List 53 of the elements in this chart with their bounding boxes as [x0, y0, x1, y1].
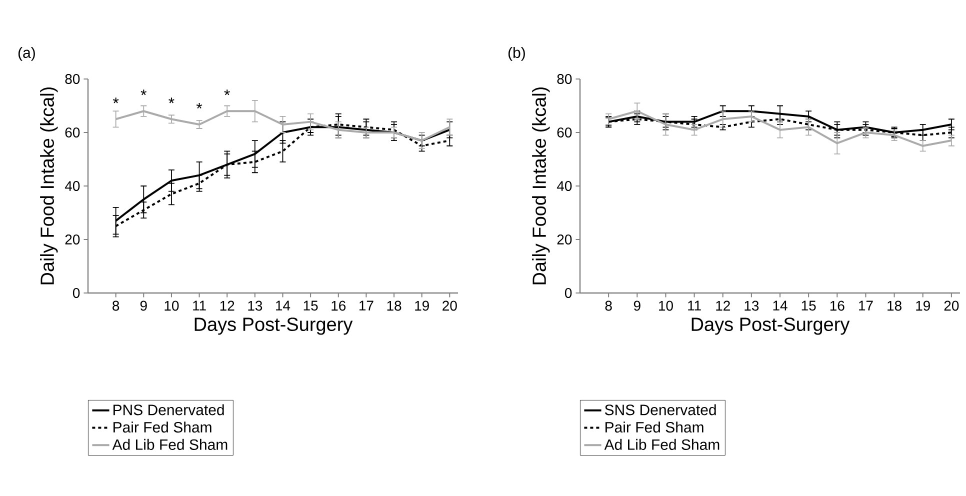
legend-label: Pair Fed Sham — [114, 422, 212, 433]
y-tick-label: 60 — [557, 128, 572, 138]
x-tick-label: 17 — [359, 300, 374, 310]
x-tick-label: 8 — [112, 300, 120, 311]
x-tick-label: 19 — [415, 300, 429, 311]
legend-label: SNS Denervated — [604, 404, 716, 416]
y-tick-label: 40 — [556, 181, 572, 191]
y-tick-label: 60 — [65, 128, 80, 138]
x-tick-label: 11 — [193, 300, 206, 310]
x-tick-label: 14 — [276, 300, 290, 310]
y-tick-label: 80 — [557, 74, 572, 84]
y-axis-title: Daily Food Intake (kcal) — [40, 87, 58, 284]
x-axis-title: Days Post-Surgery — [194, 318, 353, 335]
x-tick-label: 15 — [304, 300, 318, 311]
legend-label: Ad Lib Fed Sham — [112, 438, 228, 450]
x-tick-label: 18 — [387, 300, 402, 311]
y-tick-label: 0 — [72, 288, 80, 298]
x-tick-label: 13 — [248, 300, 262, 311]
x-tick-label: 20 — [944, 300, 959, 311]
y-tick-label: 20 — [65, 234, 80, 244]
x-tick-label: 9 — [634, 300, 640, 311]
x-tick-label: 12 — [220, 300, 234, 311]
y-axis-title: Daily Food Intake (kcal) — [532, 87, 550, 284]
legend-label: PNS Denervated — [114, 404, 224, 416]
x-tick-label: 8 — [605, 300, 612, 311]
x-tick-label: 16 — [830, 300, 844, 311]
x-tick-label: 12 — [716, 300, 730, 311]
x-tick-label: 19 — [916, 300, 930, 311]
x-tick-label: 18 — [888, 300, 902, 311]
annotation: * — [224, 90, 230, 96]
y-tick-label: 40 — [64, 181, 80, 191]
legend-label: Ad Lib Fed Sham — [604, 438, 720, 450]
legend-label: Pair Fed Sham — [606, 422, 704, 433]
x-tick-label: 20 — [442, 300, 457, 311]
x-tick-label: 9 — [140, 300, 147, 311]
annotation: * — [196, 102, 202, 109]
x-tick-label: 10 — [164, 300, 179, 311]
x-tick-label: 16 — [332, 300, 346, 311]
x-tick-label: 13 — [744, 300, 759, 311]
annotation: * — [168, 98, 174, 104]
x-axis-title: Days Post-Surgery — [692, 318, 850, 335]
chart-title: (b) — [508, 46, 525, 61]
x-tick-label: 14 — [773, 300, 788, 310]
annotation: * — [112, 98, 119, 104]
x-tick-label: 15 — [802, 300, 816, 311]
chart-title: (a) — [18, 46, 35, 61]
annotation: * — [140, 90, 147, 96]
x-tick-label: 17 — [859, 300, 873, 310]
y-tick-label: 80 — [65, 74, 80, 84]
y-tick-label: 0 — [564, 288, 572, 298]
x-tick-label: 11 — [688, 300, 701, 310]
x-tick-label: 10 — [659, 300, 673, 311]
y-tick-label: 20 — [557, 234, 572, 244]
